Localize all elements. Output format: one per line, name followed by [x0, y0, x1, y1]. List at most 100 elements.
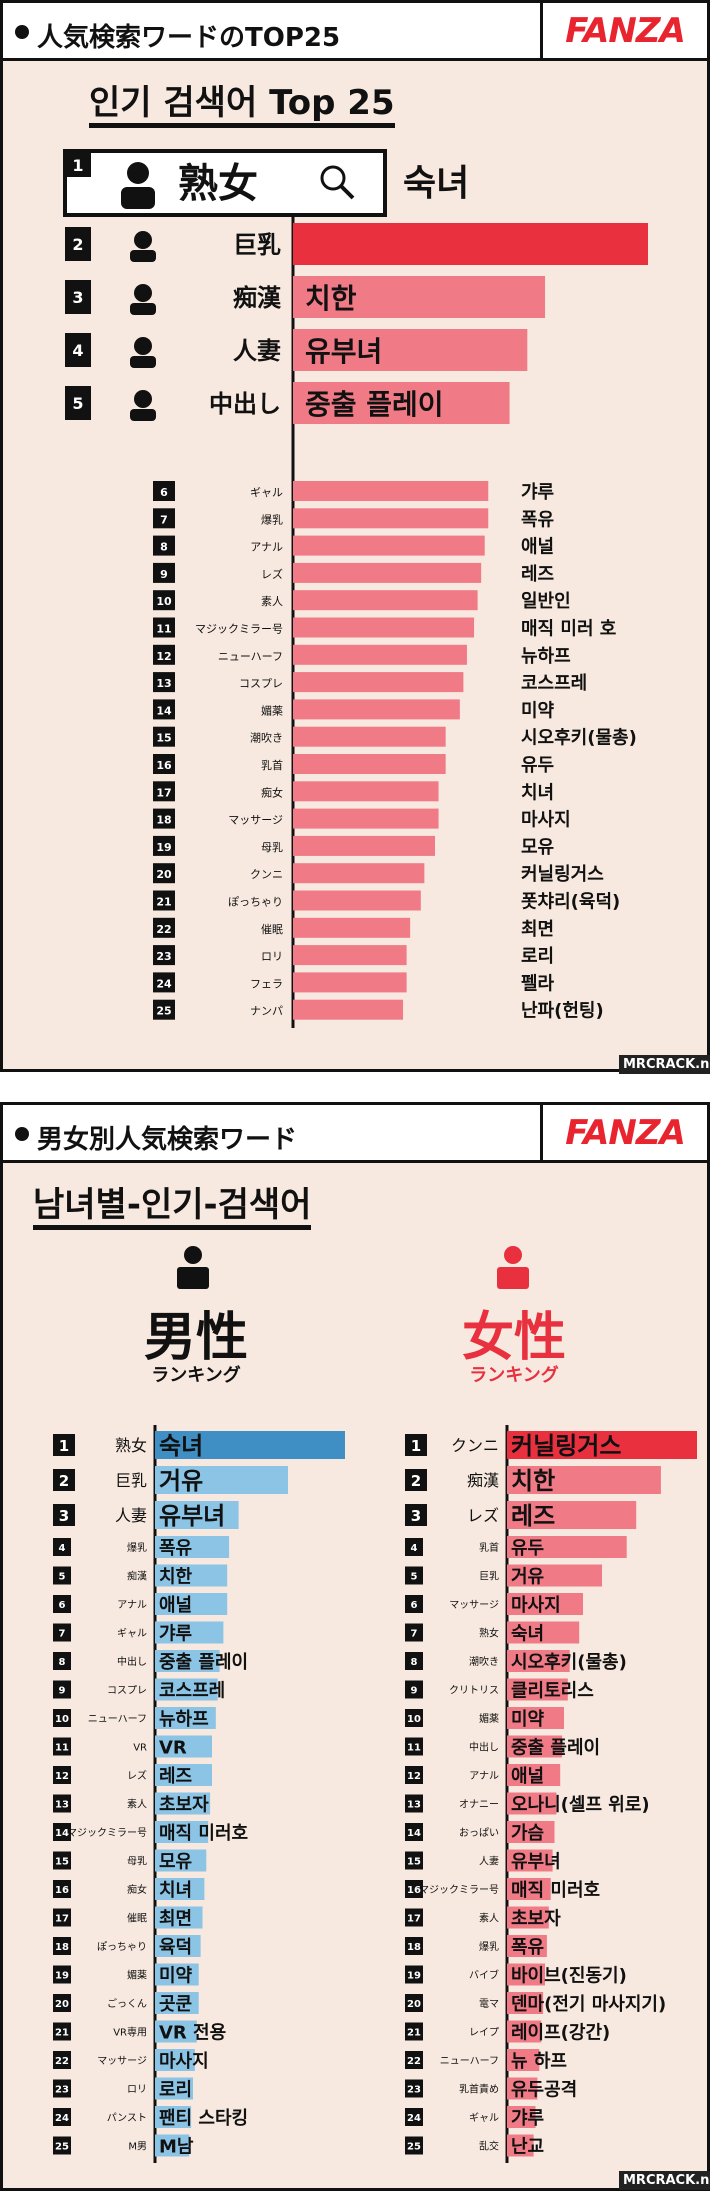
chart-row: 12 アナル 애널: [405, 1764, 561, 1787]
category-label: ナンパ: [250, 1005, 283, 1018]
rank-label: 7: [59, 1629, 66, 1640]
korean-label: 치한: [511, 1467, 555, 1495]
category-label: 熟女: [178, 161, 258, 207]
chart-row: 8 潮吹き 시오후키(물총): [405, 1650, 627, 1673]
category-label: 母乳: [261, 841, 283, 854]
rank-label: 3: [72, 288, 83, 307]
category-label: 痴女: [127, 1883, 147, 1896]
category-label: 催眠: [127, 1912, 147, 1925]
rank-box: [405, 1566, 423, 1585]
top25-panel: 人気検索ワードのTOP25 FANZA 인기 검색어 Top 25 2巨乳거유3…: [0, 0, 710, 1074]
rank-label: 13: [407, 1800, 421, 1811]
category-icon: [134, 337, 152, 355]
rank-box: [405, 1504, 427, 1526]
bar: [507, 1621, 580, 1644]
chart-row: 13 コスプレ 코스프레: [153, 672, 587, 694]
category-label: マジックミラー号: [195, 623, 283, 636]
chart-row: 20 ごっくん 곳쿤: [53, 1992, 199, 2015]
rank-box: [405, 1680, 423, 1699]
bar: [293, 781, 439, 802]
bar: [293, 276, 546, 318]
bar: [155, 2077, 193, 2100]
rank-label: 14: [407, 1828, 421, 1839]
bar: [155, 1650, 220, 1672]
bar: [507, 2077, 538, 2100]
rank-box: [53, 1623, 71, 1642]
bar: [293, 972, 407, 993]
korean-label: 갸루: [159, 1624, 192, 1645]
korean-label: 육덕: [159, 1937, 192, 1958]
rank-box: [53, 2079, 71, 2098]
rank-box: [405, 1994, 423, 2012]
rank-label: 24: [407, 2113, 421, 2124]
category-label: ぽっちゃり: [97, 1941, 147, 1953]
female-title: 女性: [461, 1308, 566, 1368]
korean-label: 클리토리스: [511, 1681, 594, 1702]
bar: [507, 1821, 555, 1843]
rank-label: 23: [156, 950, 171, 963]
rank-label: 12: [55, 1771, 69, 1782]
chart-row: 24 ギャル 갸루: [405, 2106, 544, 2129]
rank-box: [65, 280, 91, 314]
category-label: 催眠: [261, 922, 283, 936]
rank-box: [405, 1880, 423, 1898]
chart-row: 22 マッサージ 마사지: [53, 2049, 209, 2072]
bar: [155, 1678, 218, 1701]
rank-box: [153, 508, 175, 529]
rank-box: [53, 1965, 71, 1984]
rank-label: 8: [411, 1657, 418, 1668]
fanza-logo: FANZA: [543, 3, 707, 61]
korean-label: 모유: [159, 1852, 192, 1873]
bar: [507, 1849, 553, 1872]
category-label: 痴漢: [127, 1570, 147, 1583]
category-label: VR専用: [113, 2027, 147, 2039]
female-ranking-chart: 1 クンニ 커닐링거스 2 痴漢 치한 3 レズ 레즈 4 乳首 유두 5 巨乳 거유 6 マッサージ 마사지 7 熟…: [405, 1425, 697, 2163]
rank-label: 10: [156, 595, 172, 608]
korean-label: 최면: [521, 919, 554, 940]
category-label: 媚薬: [479, 1712, 499, 1725]
category-label: ロリ: [127, 2085, 147, 2096]
bar: [155, 1621, 224, 1644]
korean-label: 갸루: [521, 482, 554, 503]
chart-row: 7 熟女 숙녀: [405, 1621, 580, 1645]
rank-box: [53, 1737, 71, 1756]
rank-box: [153, 672, 175, 693]
korean-label: 매직 미러호: [159, 1823, 248, 1844]
panel-header: 男女別人気検索ワード: [3, 1105, 543, 1163]
rank-box: [153, 890, 175, 911]
rank-label: 14: [156, 704, 172, 717]
korean-label: 가슴: [511, 1823, 544, 1844]
chart-row: 17 痴女 치녀: [153, 781, 554, 803]
rank-box: [53, 1434, 75, 1456]
male-subtitle: ランキング: [151, 1365, 241, 1386]
chart-row: 17 素人 초보자: [405, 1906, 561, 1930]
woman-icon: [127, 162, 149, 184]
chart-row: 10 媚薬 미약: [405, 1707, 564, 1730]
rank-label: 2: [72, 235, 83, 254]
male-ranking-chart: 1 熟女 숙녀 2 巨乳 거유 3 人妻 유부녀 4 爆乳 폭유 5 痴漢 치한 6 アナル 애널 7 ギャル 갸루 8 中…: [53, 1425, 345, 2163]
chart-row: 23 ロリ 로리: [53, 2077, 193, 2101]
category-label: 巨乳: [233, 231, 281, 259]
category-label: 巨乳: [115, 1471, 147, 1490]
category-label: ギャル: [250, 486, 283, 499]
category-label: 中出し: [117, 1655, 147, 1668]
rank-box: [405, 1595, 423, 1613]
bar: [507, 1431, 697, 1459]
category-label: バイブ: [469, 1969, 499, 1982]
rank-label: 9: [160, 568, 168, 581]
rank-label: 15: [156, 732, 171, 745]
korean-label: 바이브(진동기): [511, 1966, 627, 1987]
chart-row: 5 巨乳 거유: [405, 1564, 602, 1588]
chart-row: 7 ギャル 갸루: [53, 1621, 224, 1645]
top25-chart: 2巨乳거유3痴漢치한4人妻유부녀5中出し중출 플레이1熟女숙녀6ギャル갸루7爆乳…: [63, 149, 648, 1028]
rank-box: [53, 1652, 71, 1670]
korean-label: 유부녀: [305, 335, 382, 368]
category-label: マッサージ: [97, 2055, 147, 2067]
category-label: レズ: [127, 1769, 147, 1782]
rank-label: 16: [407, 1885, 421, 1896]
chart-row: 9 コスプレ 코스프레: [53, 1678, 225, 1702]
bar: [293, 863, 425, 884]
bar: [507, 1906, 549, 1929]
bar: [507, 1650, 570, 1672]
category-label: 巨乳: [479, 1570, 499, 1583]
